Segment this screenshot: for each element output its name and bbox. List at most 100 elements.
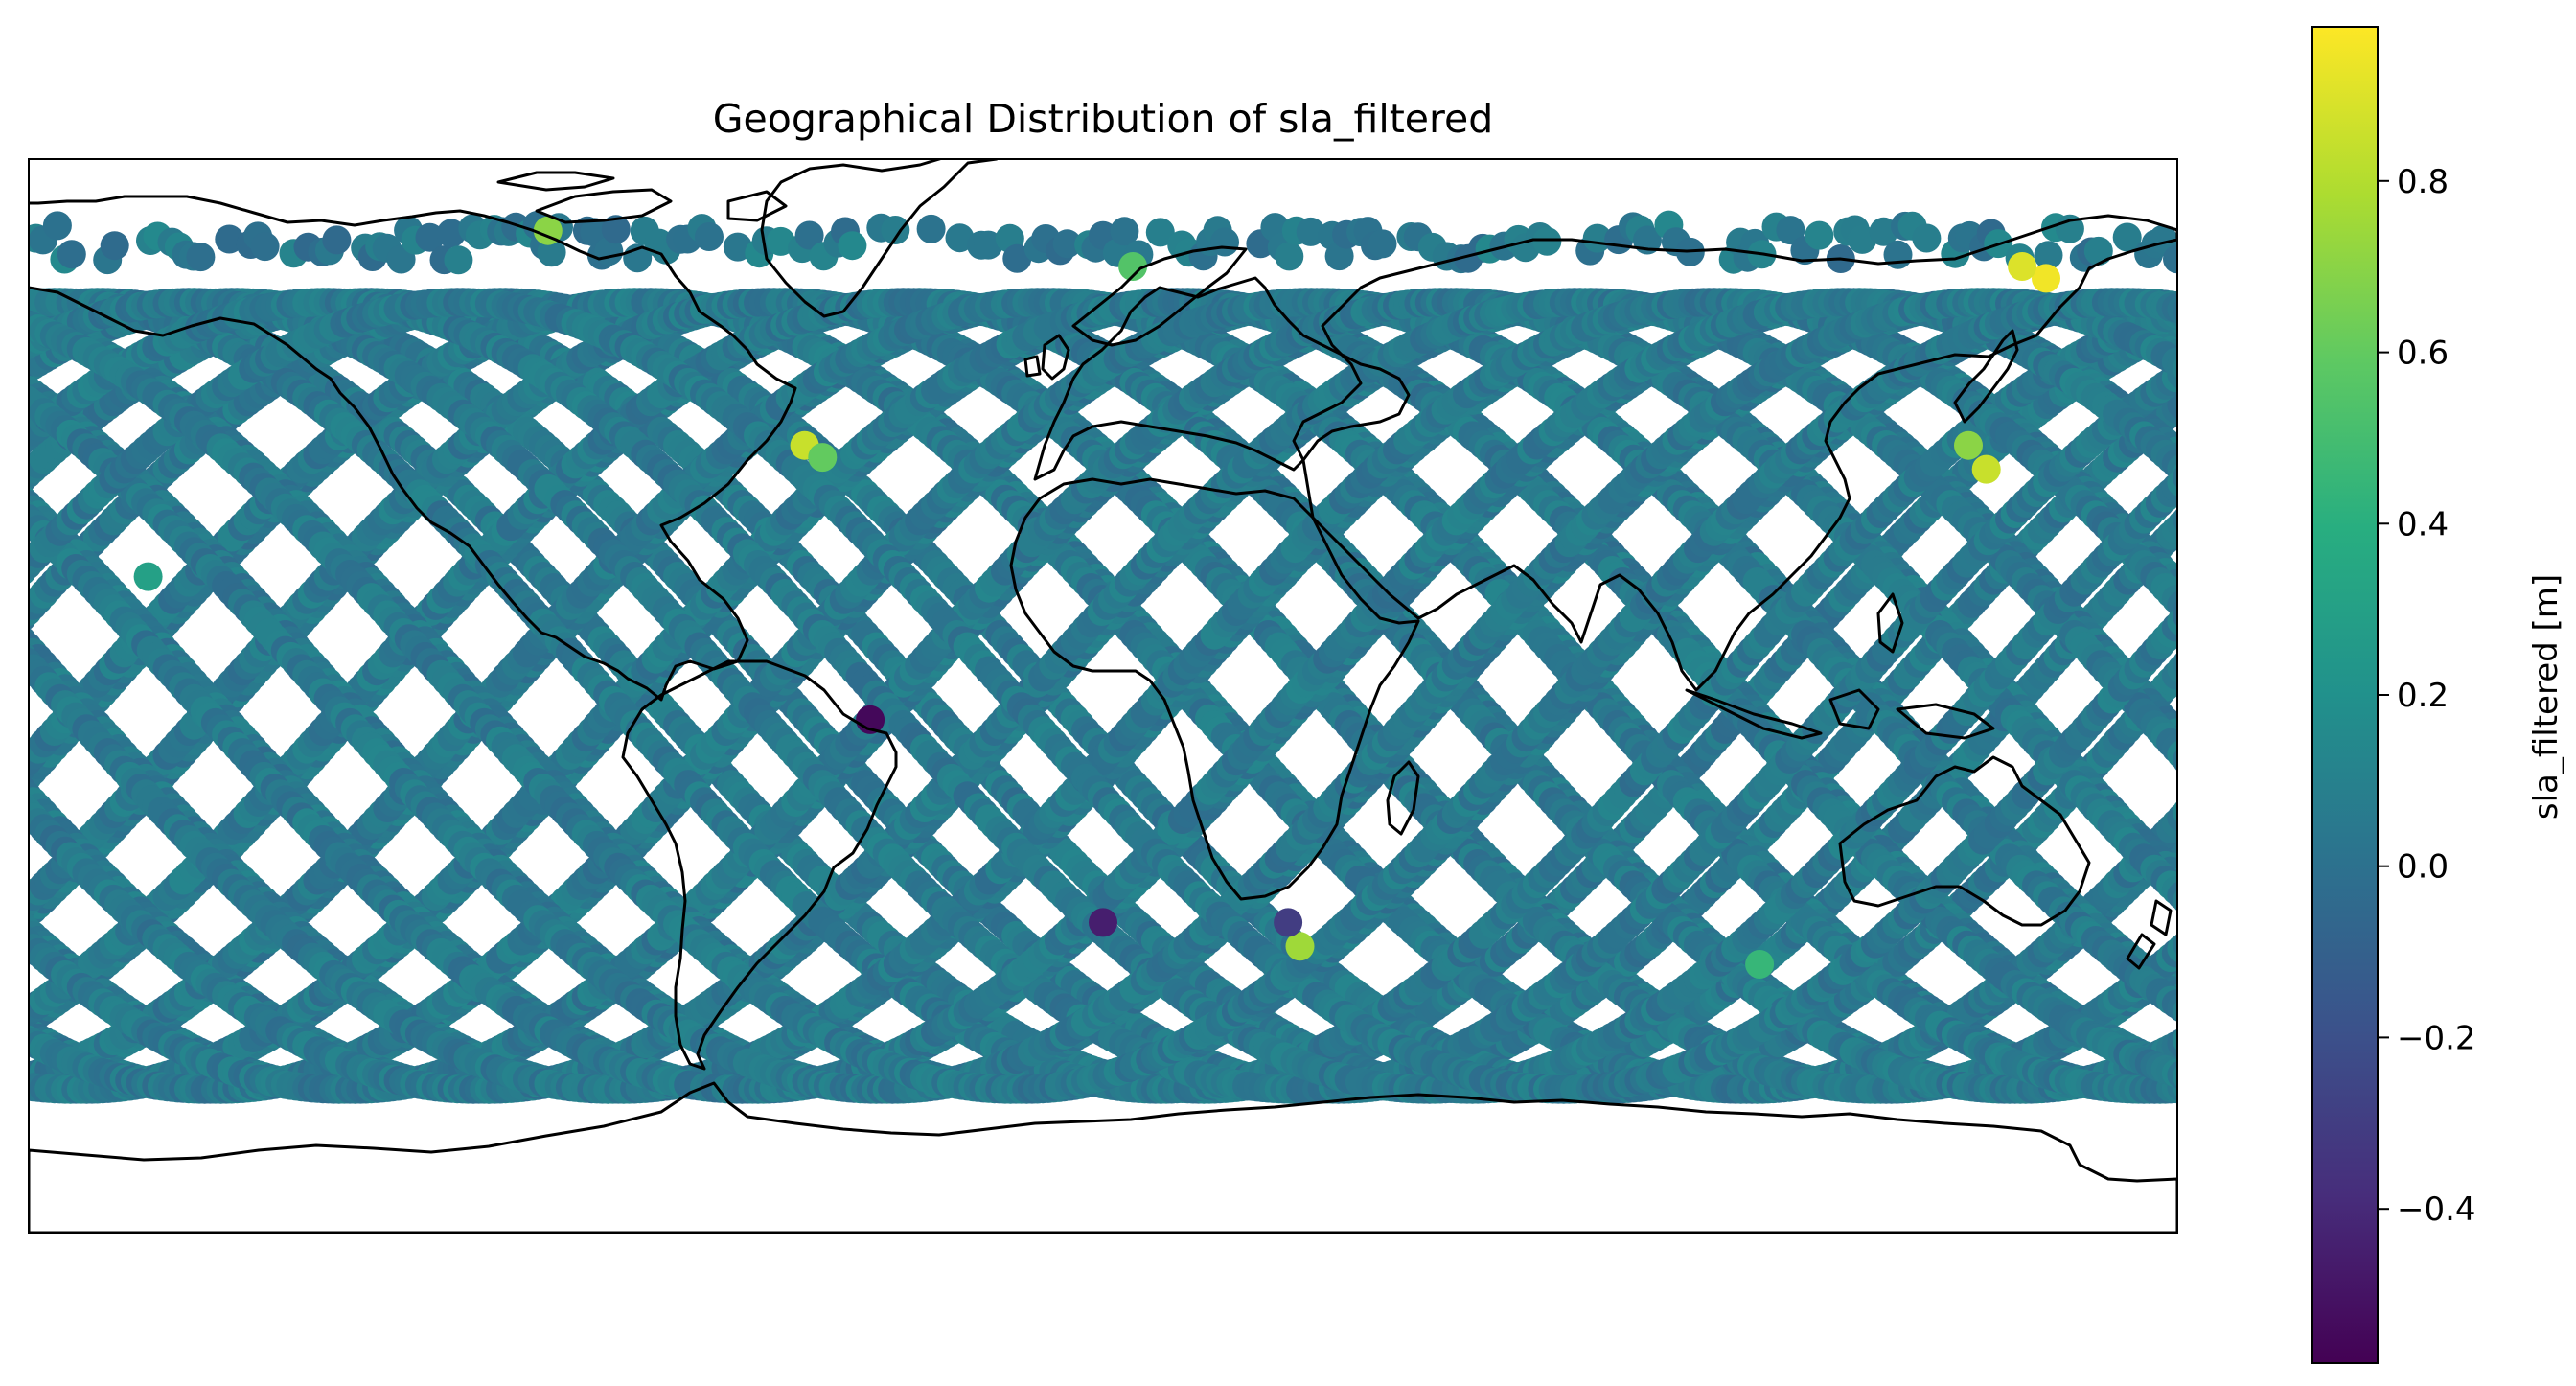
- track-point: [2205, 300, 2234, 329]
- track-point: [2199, 1005, 2228, 1034]
- track-point: [2269, 327, 2298, 356]
- track-point: [0, 380, 5, 408]
- track-point: [2167, 655, 2177, 683]
- track-point: [2205, 1016, 2234, 1045]
- track-point: [2247, 1074, 2276, 1102]
- track-point: [2259, 1054, 2288, 1083]
- track-point: [2253, 561, 2282, 589]
- track-point: [0, 372, 15, 401]
- track-point: [2264, 976, 2292, 1005]
- track-point: [2220, 1018, 2249, 1047]
- track-point: [2232, 584, 2261, 612]
- track-point: [2269, 416, 2298, 445]
- track-point: [2280, 289, 2309, 317]
- track-point: [2247, 1058, 2276, 1087]
- track-point: [0, 480, 20, 509]
- track-point: [2247, 715, 2276, 744]
- track-point: [0, 1023, 15, 1051]
- track-point: [2269, 972, 2298, 1001]
- track-point: [2205, 763, 2234, 792]
- track-point: [2183, 636, 2212, 665]
- track-point: [2220, 354, 2249, 382]
- track-point: [29, 367, 32, 384]
- track-point: [29, 1074, 32, 1091]
- track-point: [2237, 743, 2266, 772]
- track-point: [2199, 302, 2228, 331]
- track-point: [2237, 995, 2266, 1024]
- track-point: [2216, 601, 2244, 630]
- track-point: [0, 917, 10, 946]
- track-point: [2216, 357, 2244, 385]
- track-point: [2264, 1074, 2292, 1103]
- track-point: [0, 920, 20, 949]
- track-point: [0, 797, 10, 826]
- track-point: [2199, 784, 2228, 813]
- track-point: [2253, 709, 2282, 738]
- track-point: [0, 997, 10, 1026]
- track-point: [2269, 1075, 2298, 1104]
- track-point: [2205, 613, 2234, 642]
- track-point: [2269, 707, 2298, 736]
- track-point: [2199, 619, 2228, 648]
- track-point: [0, 782, 10, 811]
- track-point: [2189, 375, 2218, 404]
- track-point: [2264, 1052, 2292, 1081]
- track-point: [2216, 767, 2244, 796]
- track-point: [2237, 1073, 2266, 1101]
- track-point: [2264, 857, 2292, 886]
- track-point: [0, 907, 20, 936]
- track-point: [2226, 453, 2255, 482]
- track-point: [2237, 884, 2266, 912]
- track-point: [2226, 893, 2255, 922]
- track-point: [2178, 499, 2207, 528]
- track-point: [0, 491, 10, 520]
- track-point: [2183, 379, 2212, 407]
- track-point: [2199, 1070, 2228, 1098]
- track-point: [2220, 296, 2249, 325]
- track-point: [29, 916, 32, 934]
- track-point: [2242, 721, 2271, 750]
- track-point: [2237, 1028, 2266, 1056]
- track-point: [2183, 801, 2212, 830]
- track-point: [2226, 1064, 2255, 1093]
- track-point: [29, 765, 32, 781]
- track-point: [2216, 1015, 2244, 1044]
- track-point: [0, 485, 15, 514]
- track-point: [0, 300, 26, 329]
- track-point: [2194, 625, 2222, 654]
- track-point: [2178, 1074, 2207, 1102]
- track-point: [2226, 1003, 2255, 1031]
- track-point: [2183, 786, 2212, 815]
- track-point: [2205, 778, 2234, 807]
- track-point: [2194, 1071, 2222, 1099]
- track-point: [2220, 761, 2249, 790]
- track-point: [0, 912, 15, 941]
- track-point: [0, 915, 26, 944]
- track-point: [2237, 1061, 2266, 1090]
- track-point: [2232, 1063, 2261, 1092]
- track-point: [2253, 983, 2282, 1012]
- track-point: [0, 1070, 26, 1098]
- track-point: [2253, 335, 2282, 363]
- track-point: [2205, 1067, 2234, 1096]
- track-point: [2275, 1075, 2304, 1104]
- track-point: [2210, 773, 2239, 801]
- track-point: [0, 780, 26, 809]
- track-point: [2183, 933, 2212, 961]
- track-point: [2275, 846, 2304, 875]
- track-point: [2216, 751, 2244, 779]
- track-point: [2275, 289, 2304, 317]
- track-point: [2210, 909, 2239, 937]
- track-point: [2247, 731, 2276, 760]
- track-point: [0, 786, 20, 815]
- track-point: [2194, 1002, 2222, 1030]
- track-point: [2253, 429, 2282, 458]
- track-point: [2247, 337, 2276, 366]
- track-point: [0, 788, 5, 817]
- track-point: [29, 903, 32, 920]
- track-point: [2264, 420, 2292, 449]
- track-point: [0, 627, 15, 656]
- track-point: [2275, 701, 2304, 729]
- track-point: [2275, 1046, 2304, 1074]
